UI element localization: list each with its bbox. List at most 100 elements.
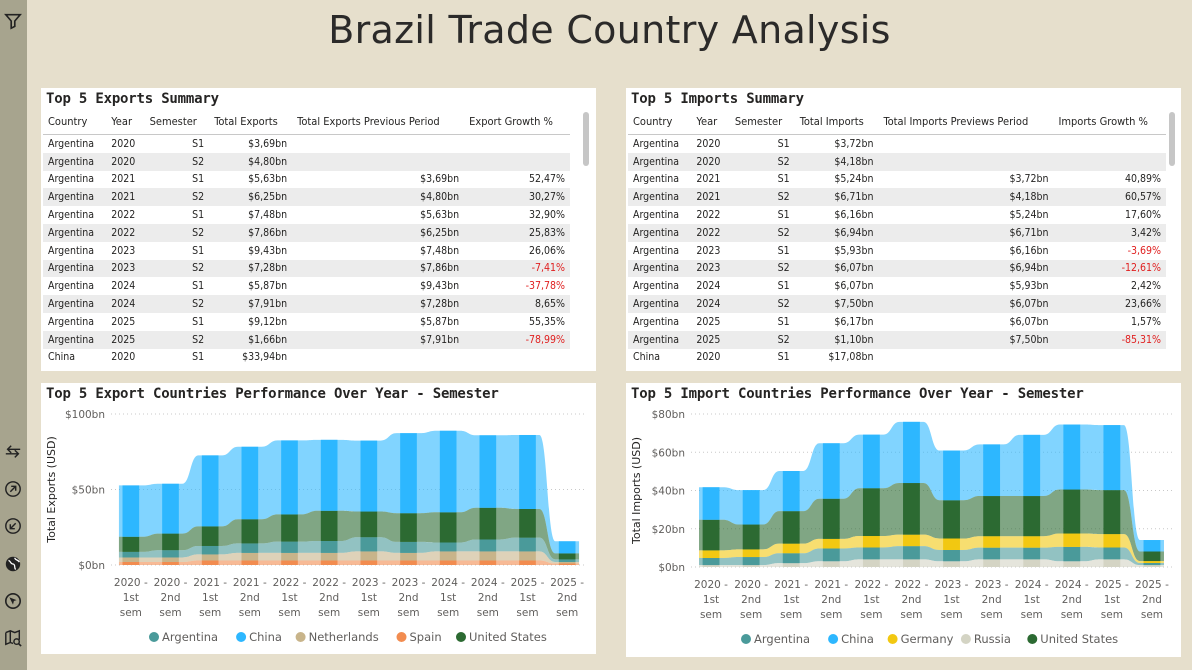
legend-label-united_states[interactable]: United States: [469, 630, 547, 644]
bar-segment-argentina[interactable]: [162, 550, 179, 558]
bar-segment-united_states[interactable]: [1063, 489, 1081, 534]
bar-segment-spain[interactable]: [122, 561, 140, 565]
bar-segment-russia[interactable]: [1143, 565, 1161, 567]
bar-segment-germany[interactable]: [782, 543, 800, 554]
bar-segment-united_states[interactable]: [943, 500, 960, 539]
bar-segment-netherlands[interactable]: [519, 551, 536, 561]
bar-segment-netherlands[interactable]: [360, 551, 378, 561]
table-row[interactable]: Argentina 2024 S1 $5,87bn $9,43bn -37,78%: [43, 277, 570, 295]
bar-segment-germany[interactable]: [1063, 533, 1081, 547]
bar-segment-spain[interactable]: [162, 561, 179, 565]
navigate-up-icon[interactable]: [2, 478, 24, 500]
bar-segment-united_states[interactable]: [983, 496, 1001, 537]
bar-segment-china[interactable]: [281, 440, 298, 515]
bar-segment-russia[interactable]: [943, 561, 960, 567]
bar-segment-spain[interactable]: [201, 560, 219, 565]
bar-segment-united_states[interactable]: [862, 488, 880, 537]
expand-arrows-icon[interactable]: [2, 441, 24, 463]
legend-label-united_states[interactable]: United States: [1040, 632, 1118, 646]
bar-segment-china[interactable]: [1103, 425, 1121, 491]
bar-segment-spain[interactable]: [519, 560, 536, 565]
column-header[interactable]: Year: [106, 108, 145, 135]
table-row[interactable]: Argentina 2022 S2 $6,94bn $6,71bn 3,42%: [628, 223, 1166, 242]
legend-label-germany[interactable]: Germany: [901, 632, 954, 646]
table-row[interactable]: Argentina 2024 S2 $7,50bn $6,07bn 23,66%: [628, 295, 1166, 313]
table-row[interactable]: Argentina 2023 S1 $5,93bn $6,16bn -3,69%: [628, 242, 1166, 260]
bar-segment-china[interactable]: [1143, 540, 1161, 552]
bar-segment-netherlands[interactable]: [320, 552, 338, 561]
bar-segment-germany[interactable]: [903, 534, 920, 547]
bar-segment-argentina[interactable]: [122, 551, 140, 558]
exports-summary-table[interactable]: Country Year Semester Total Exports Total Ex…: [43, 108, 570, 366]
table-row[interactable]: China 2020 S1 $17,08bn: [628, 349, 1166, 367]
bar-segment-china[interactable]: [558, 541, 576, 554]
bar-segment-argentina[interactable]: [1023, 547, 1041, 560]
bar-segment-united_states[interactable]: [162, 533, 179, 551]
area-series-china[interactable]: [118, 430, 580, 554]
bar-segment-united_states[interactable]: [201, 526, 219, 546]
globe-icon[interactable]: [2, 553, 24, 575]
bar-segment-russia[interactable]: [782, 563, 800, 567]
table-row[interactable]: Argentina 2025 S2 $1,10bn $7,50bn -85,31%: [628, 330, 1166, 349]
area-series-germany[interactable]: [699, 533, 1164, 563]
legend-label-argentina[interactable]: Argentina: [754, 632, 810, 646]
bar-segment-argentina[interactable]: [943, 549, 960, 562]
bar-segment-united_states[interactable]: [360, 511, 378, 538]
bar-segment-united_states[interactable]: [558, 553, 576, 560]
bar-segment-argentina[interactable]: [742, 557, 760, 566]
bar-segment-united_states[interactable]: [122, 536, 140, 552]
bar-segment-china[interactable]: [360, 440, 378, 512]
legend-label-russia[interactable]: Russia: [974, 632, 1011, 646]
table-row[interactable]: Argentina 2025 S2 $1,66bn $7,91bn -78,99%: [43, 330, 570, 349]
bar-segment-argentina[interactable]: [281, 541, 298, 553]
imports-table-scrollbar[interactable]: [1169, 112, 1175, 166]
bar-segment-united_states[interactable]: [320, 510, 338, 541]
area-series-united_states[interactable]: [118, 507, 580, 560]
bar-segment-germany[interactable]: [1023, 536, 1041, 548]
bar-segment-germany[interactable]: [943, 538, 960, 550]
bar-segment-germany[interactable]: [702, 550, 720, 559]
bar-segment-netherlands[interactable]: [558, 561, 576, 564]
bar-segment-united_states[interactable]: [400, 513, 417, 542]
table-row[interactable]: Argentina 2024 S2 $7,91bn $7,28bn 8,65%: [43, 295, 570, 313]
column-header[interactable]: Total Imports Previews Period: [878, 108, 1054, 135]
bar-segment-germany[interactable]: [742, 549, 760, 558]
bar-segment-united_states[interactable]: [439, 512, 457, 543]
legend-label-netherlands[interactable]: Netherlands: [309, 630, 379, 644]
legend-label-argentina[interactable]: Argentina: [162, 630, 218, 644]
bar-segment-germany[interactable]: [1143, 561, 1161, 563]
bar-segment-spain[interactable]: [439, 560, 457, 565]
bar-segment-netherlands[interactable]: [201, 554, 219, 561]
bar-segment-united_states[interactable]: [281, 514, 298, 542]
bar-segment-netherlands[interactable]: [479, 551, 497, 561]
area-series-russia[interactable]: [699, 559, 1164, 567]
bar-segment-argentina[interactable]: [903, 546, 920, 560]
bar-segment-united_states[interactable]: [1143, 551, 1161, 562]
bar-segment-russia[interactable]: [862, 559, 880, 567]
bar-segment-argentina[interactable]: [1063, 546, 1081, 562]
bar-segment-argentina[interactable]: [320, 540, 338, 553]
bar-segment-spain[interactable]: [241, 560, 259, 565]
bar-segment-china[interactable]: [201, 455, 219, 527]
table-row[interactable]: Argentina 2024 S1 $6,07bn $5,93bn 2,42%: [628, 277, 1166, 295]
bar-segment-china[interactable]: [822, 443, 840, 499]
table-row[interactable]: Argentina 2020 S2 $4,80bn: [43, 152, 570, 171]
bar-segment-spain[interactable]: [479, 560, 497, 565]
bar-segment-united_states[interactable]: [479, 507, 497, 540]
bar-segment-russia[interactable]: [1063, 561, 1081, 567]
bar-segment-china[interactable]: [320, 439, 338, 511]
navigate-down-icon[interactable]: [2, 515, 24, 537]
bar-segment-spain[interactable]: [281, 560, 298, 565]
bar-segment-argentina[interactable]: [201, 545, 219, 555]
table-row[interactable]: Argentina 2022 S1 $6,16bn $5,24bn 17,60%: [628, 206, 1166, 224]
table-row[interactable]: Argentina 2025 S1 $6,17bn $6,07bn 1,57%: [628, 313, 1166, 331]
bar-segment-argentina[interactable]: [702, 558, 720, 566]
filter-icon[interactable]: [2, 10, 24, 32]
bar-segment-united_states[interactable]: [519, 508, 536, 538]
bar-segment-spain[interactable]: [558, 563, 576, 565]
bar-segment-netherlands[interactable]: [241, 552, 259, 561]
bar-segment-china[interactable]: [702, 487, 720, 520]
bar-segment-china[interactable]: [782, 470, 800, 512]
bar-segment-argentina[interactable]: [862, 547, 880, 560]
exports-table-scrollbar[interactable]: [583, 112, 589, 166]
